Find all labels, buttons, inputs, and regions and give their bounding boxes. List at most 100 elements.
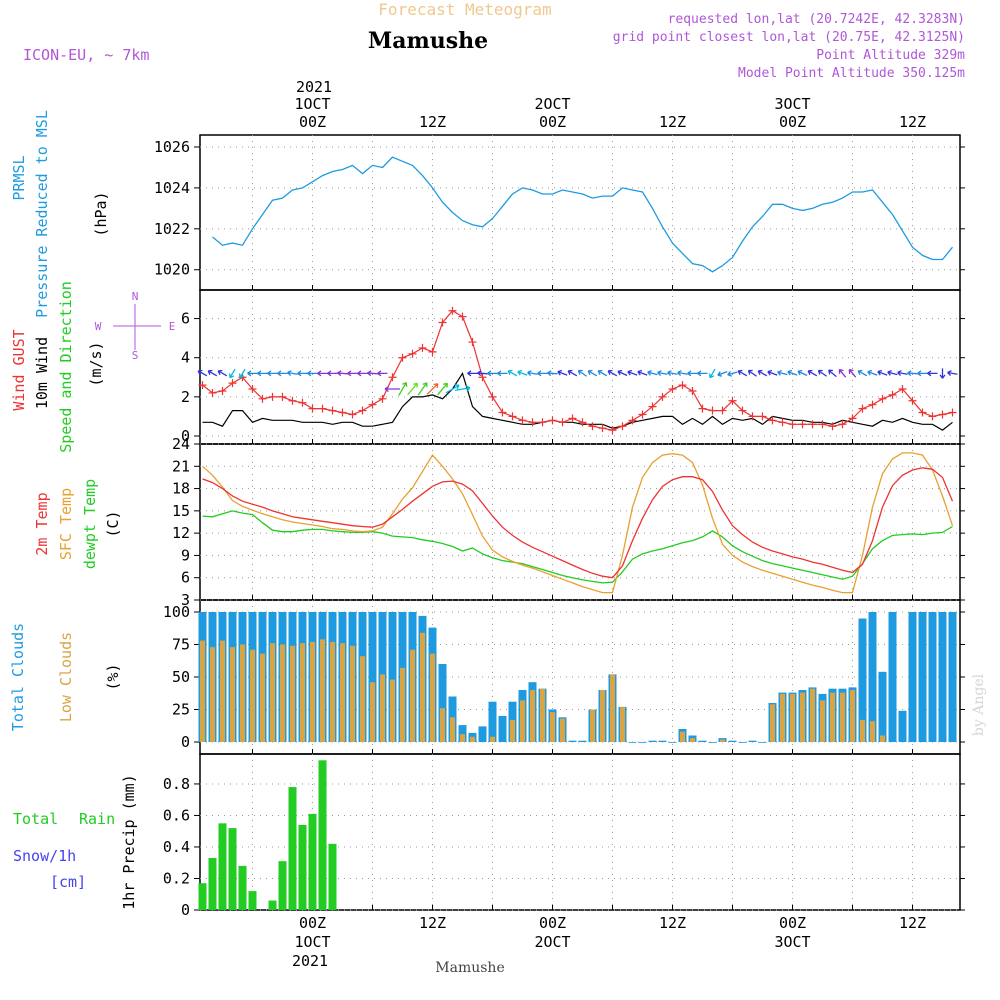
- low-cloud-bar: [270, 643, 275, 742]
- low-cloud-bar: [800, 692, 805, 742]
- wind-direction-arrow: [247, 370, 258, 377]
- low-cloud-bar: [430, 653, 435, 742]
- gust-marker: [198, 381, 207, 390]
- point-altitude: Point Altitude 329m: [816, 48, 965, 63]
- top-hour-label: 00Z: [299, 113, 326, 131]
- gust-marker: [458, 312, 467, 321]
- wind-direction-arrow: [907, 370, 918, 377]
- clouds-plot: [198, 612, 957, 743]
- top-year-label: 2021: [296, 78, 332, 96]
- wind-direction-arrow: [637, 369, 648, 376]
- total-cloud-bar: [498, 716, 507, 742]
- low-cloud-bar: [720, 739, 725, 742]
- ytick-label-pressure: 1020: [154, 261, 190, 279]
- low-cloud-bar: [690, 738, 695, 742]
- low-cloud-bar: [280, 644, 285, 742]
- rain-bar: [208, 858, 217, 910]
- wind-direction-arrow: [398, 381, 408, 396]
- gust-marker: [338, 408, 347, 417]
- precip-plot: [198, 760, 337, 910]
- ytick-label-clouds: 0: [181, 733, 190, 751]
- low-cloud-bar: [540, 688, 545, 742]
- wind-direction-arrow: [627, 369, 638, 376]
- model-label: ICON-EU, ~ 7km: [23, 46, 149, 64]
- bottom-hour-label: 12Z: [419, 914, 446, 932]
- wind-direction-arrow: [197, 369, 208, 377]
- wind-direction-arrow: [417, 382, 428, 396]
- wind-direction-arrow: [687, 370, 698, 377]
- gust-marker: [728, 396, 737, 405]
- ytick-label-temp: 24: [172, 435, 190, 453]
- total-cloud-bar: [888, 612, 897, 742]
- bottom-hour-label: 00Z: [299, 914, 326, 932]
- compass-n: N: [132, 290, 139, 303]
- low-cloud-bar: [450, 717, 455, 742]
- precip-labels: Total Rain Snow/1h [cm] 1hr Precip (mm): [13, 774, 138, 909]
- low-cloud-bar: [220, 640, 225, 742]
- top-hour-label: 12Z: [899, 113, 926, 131]
- total-cloud-bar: [758, 742, 767, 743]
- low-cloud-bar: [520, 700, 525, 742]
- gust-marker: [308, 404, 317, 413]
- rain-bar: [308, 813, 317, 910]
- wind-direction-arrow: [347, 370, 358, 377]
- wind-direction-arrow: [708, 368, 716, 379]
- temperature-plot: [202, 452, 954, 594]
- low-cloud-bar: [390, 679, 395, 742]
- low-cloud-bar: [380, 674, 385, 742]
- pressure-plot: [212, 156, 954, 273]
- wind-direction-arrow: [647, 370, 658, 376]
- low-cloud-bar: [490, 736, 495, 742]
- location-title: Mamushe: [368, 28, 488, 54]
- gust-marker: [398, 353, 407, 362]
- wind-direction-arrow: [297, 370, 308, 377]
- wind-direction-arrow: [857, 369, 868, 377]
- snow-label-1: Snow/1h: [13, 847, 76, 865]
- wind-direction-arrow: [587, 369, 598, 377]
- grid-lines: [200, 135, 960, 911]
- gust-marker: [228, 379, 237, 388]
- total-cloud-bar: [488, 701, 497, 742]
- low-cloud-bar: [330, 641, 335, 742]
- wind-direction-arrow: [257, 370, 268, 377]
- gust-marker: [248, 385, 257, 394]
- gust-marker: [628, 416, 637, 425]
- ytick-label-temp: 15: [172, 502, 190, 520]
- wind-direction-arrow: [537, 370, 548, 377]
- total-cloud-bar: [908, 612, 917, 742]
- gust-marker: [948, 408, 957, 417]
- compass-s: S: [132, 349, 139, 362]
- wind-direction-arrow: [917, 370, 928, 377]
- wind-direction-arrow: [228, 368, 236, 379]
- compass-e: E: [169, 320, 176, 333]
- low-cloud-bar: [790, 693, 795, 742]
- ytick-label-clouds: 100: [163, 603, 190, 621]
- product-title: Forecast Meteogram: [378, 0, 551, 19]
- gust-marker: [538, 418, 547, 427]
- wind-direction-arrow: [238, 368, 246, 379]
- total-cloud-bar: [648, 740, 657, 742]
- gust-marker: [658, 392, 667, 401]
- wind-direction-arrow: [407, 382, 418, 396]
- wind-direction-arrow: [787, 369, 798, 376]
- total-cloud-bar: [878, 671, 887, 742]
- low-cloud-bar: [240, 644, 245, 742]
- dewpoint-line: [202, 510, 953, 584]
- compass-w: W: [95, 320, 102, 333]
- low-cloud-bar: [290, 645, 295, 742]
- wind-direction-arrow: [557, 369, 568, 376]
- wind-direction-arrow: [445, 384, 460, 394]
- low-cloud-bar: [550, 712, 555, 742]
- wind-dir-label: Speed and Direction: [57, 281, 75, 453]
- rain-bar: [318, 760, 327, 910]
- gust-marker: [878, 394, 887, 403]
- wind-direction-arrow: [737, 369, 748, 377]
- cloud-labels: Total Clouds Low Clouds (%): [9, 623, 122, 731]
- ytick-label-precip: 0.8: [163, 775, 190, 793]
- ytick-label-temp: 9: [181, 546, 190, 564]
- wind-direction-arrow: [867, 369, 878, 376]
- total-cloud-bar: [668, 742, 677, 743]
- rain-bar: [328, 843, 337, 910]
- gust-marker: [448, 306, 457, 315]
